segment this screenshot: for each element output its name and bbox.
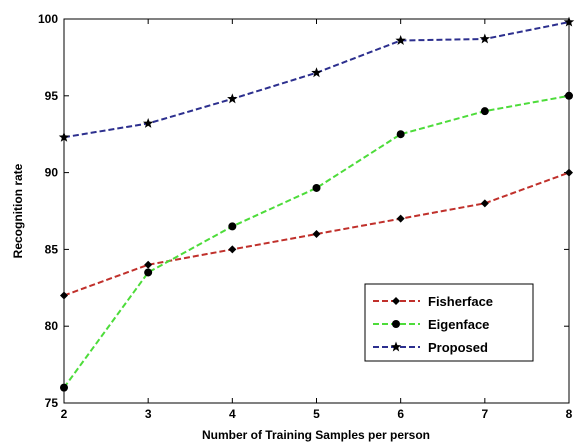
y-tick-label: 95	[45, 89, 59, 103]
x-tick-label: 4	[229, 407, 236, 421]
x-axis-title: Number of Training Samples per person	[202, 428, 430, 442]
y-tick-label: 100	[38, 12, 58, 26]
y-axis-title: Recognition rate	[11, 163, 25, 258]
legend-label-fisherface: Fisherface	[428, 294, 493, 309]
legend-label-eigenface: Eigenface	[428, 317, 489, 332]
legend: Fisherface Eigenface Proposed	[365, 284, 533, 361]
x-tick-label: 2	[61, 407, 68, 421]
data-point-eigenface	[397, 130, 405, 138]
x-tick-label: 5	[313, 407, 320, 421]
x-tick-label: 7	[481, 407, 488, 421]
data-point-eigenface	[481, 107, 489, 115]
y-tick-label: 90	[45, 166, 59, 180]
legend-label-proposed: Proposed	[428, 340, 488, 355]
y-tick-label: 75	[45, 396, 59, 410]
x-tick-label: 6	[397, 407, 404, 421]
data-point-eigenface	[228, 222, 236, 230]
data-point-eigenface	[144, 268, 152, 276]
x-tick-label: 3	[145, 407, 152, 421]
y-tick-label: 85	[45, 242, 59, 256]
data-point-eigenface	[313, 184, 321, 192]
data-point-eigenface	[60, 384, 68, 392]
legend-marker-eigenface	[392, 320, 400, 328]
y-tick-label: 80	[45, 319, 59, 333]
x-tick-label: 8	[566, 407, 573, 421]
